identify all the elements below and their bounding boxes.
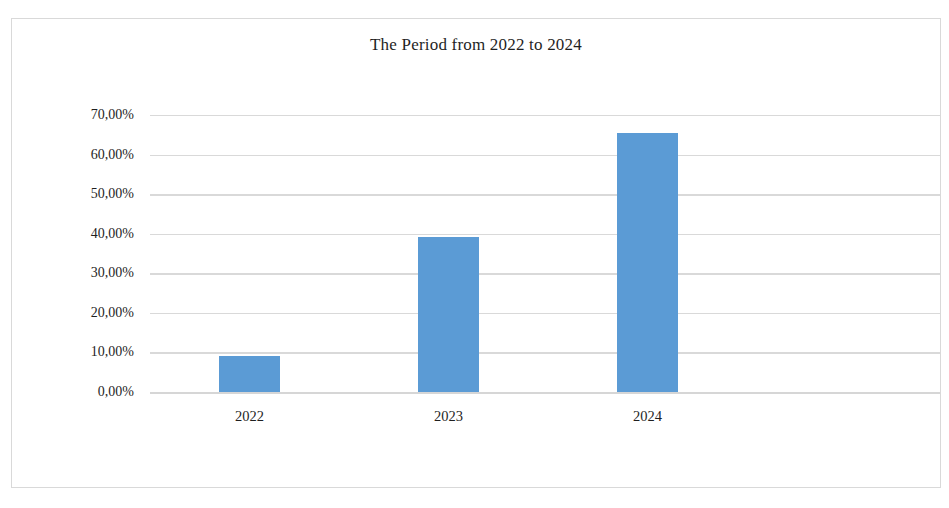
bar-chart: The Period from 2022 to 2024 0,00% 10,00%… — [0, 0, 949, 508]
gridline — [150, 194, 940, 195]
x-axis-category-label: 2023 — [394, 407, 504, 425]
bar-2024 — [617, 133, 678, 392]
chart-title: The Period from 2022 to 2024 — [12, 35, 940, 55]
y-axis-tick-label: 60,00% — [44, 146, 134, 164]
gridline — [150, 155, 940, 156]
x-axis-category-label: 2022 — [195, 407, 305, 425]
y-axis-tick-label: 50,00% — [44, 185, 134, 203]
y-axis-tick-label: 20,00% — [44, 304, 134, 322]
gridline — [150, 115, 940, 116]
y-axis-tick-label: 40,00% — [44, 225, 134, 243]
gridline — [150, 273, 940, 274]
y-axis-tick-label: 10,00% — [44, 343, 134, 361]
x-axis-line — [150, 392, 940, 394]
y-axis-tick-label: 70,00% — [44, 106, 134, 124]
y-axis-tick-label: 0,00% — [44, 383, 134, 401]
gridline — [150, 234, 940, 235]
bar-2022 — [219, 356, 280, 392]
chart-frame: The Period from 2022 to 2024 0,00% 10,00%… — [11, 18, 941, 488]
y-axis-tick-label: 30,00% — [44, 264, 134, 282]
bar-2023 — [418, 237, 479, 392]
x-axis-category-label: 2024 — [593, 407, 703, 425]
gridline — [150, 313, 940, 314]
gridline — [150, 352, 940, 353]
